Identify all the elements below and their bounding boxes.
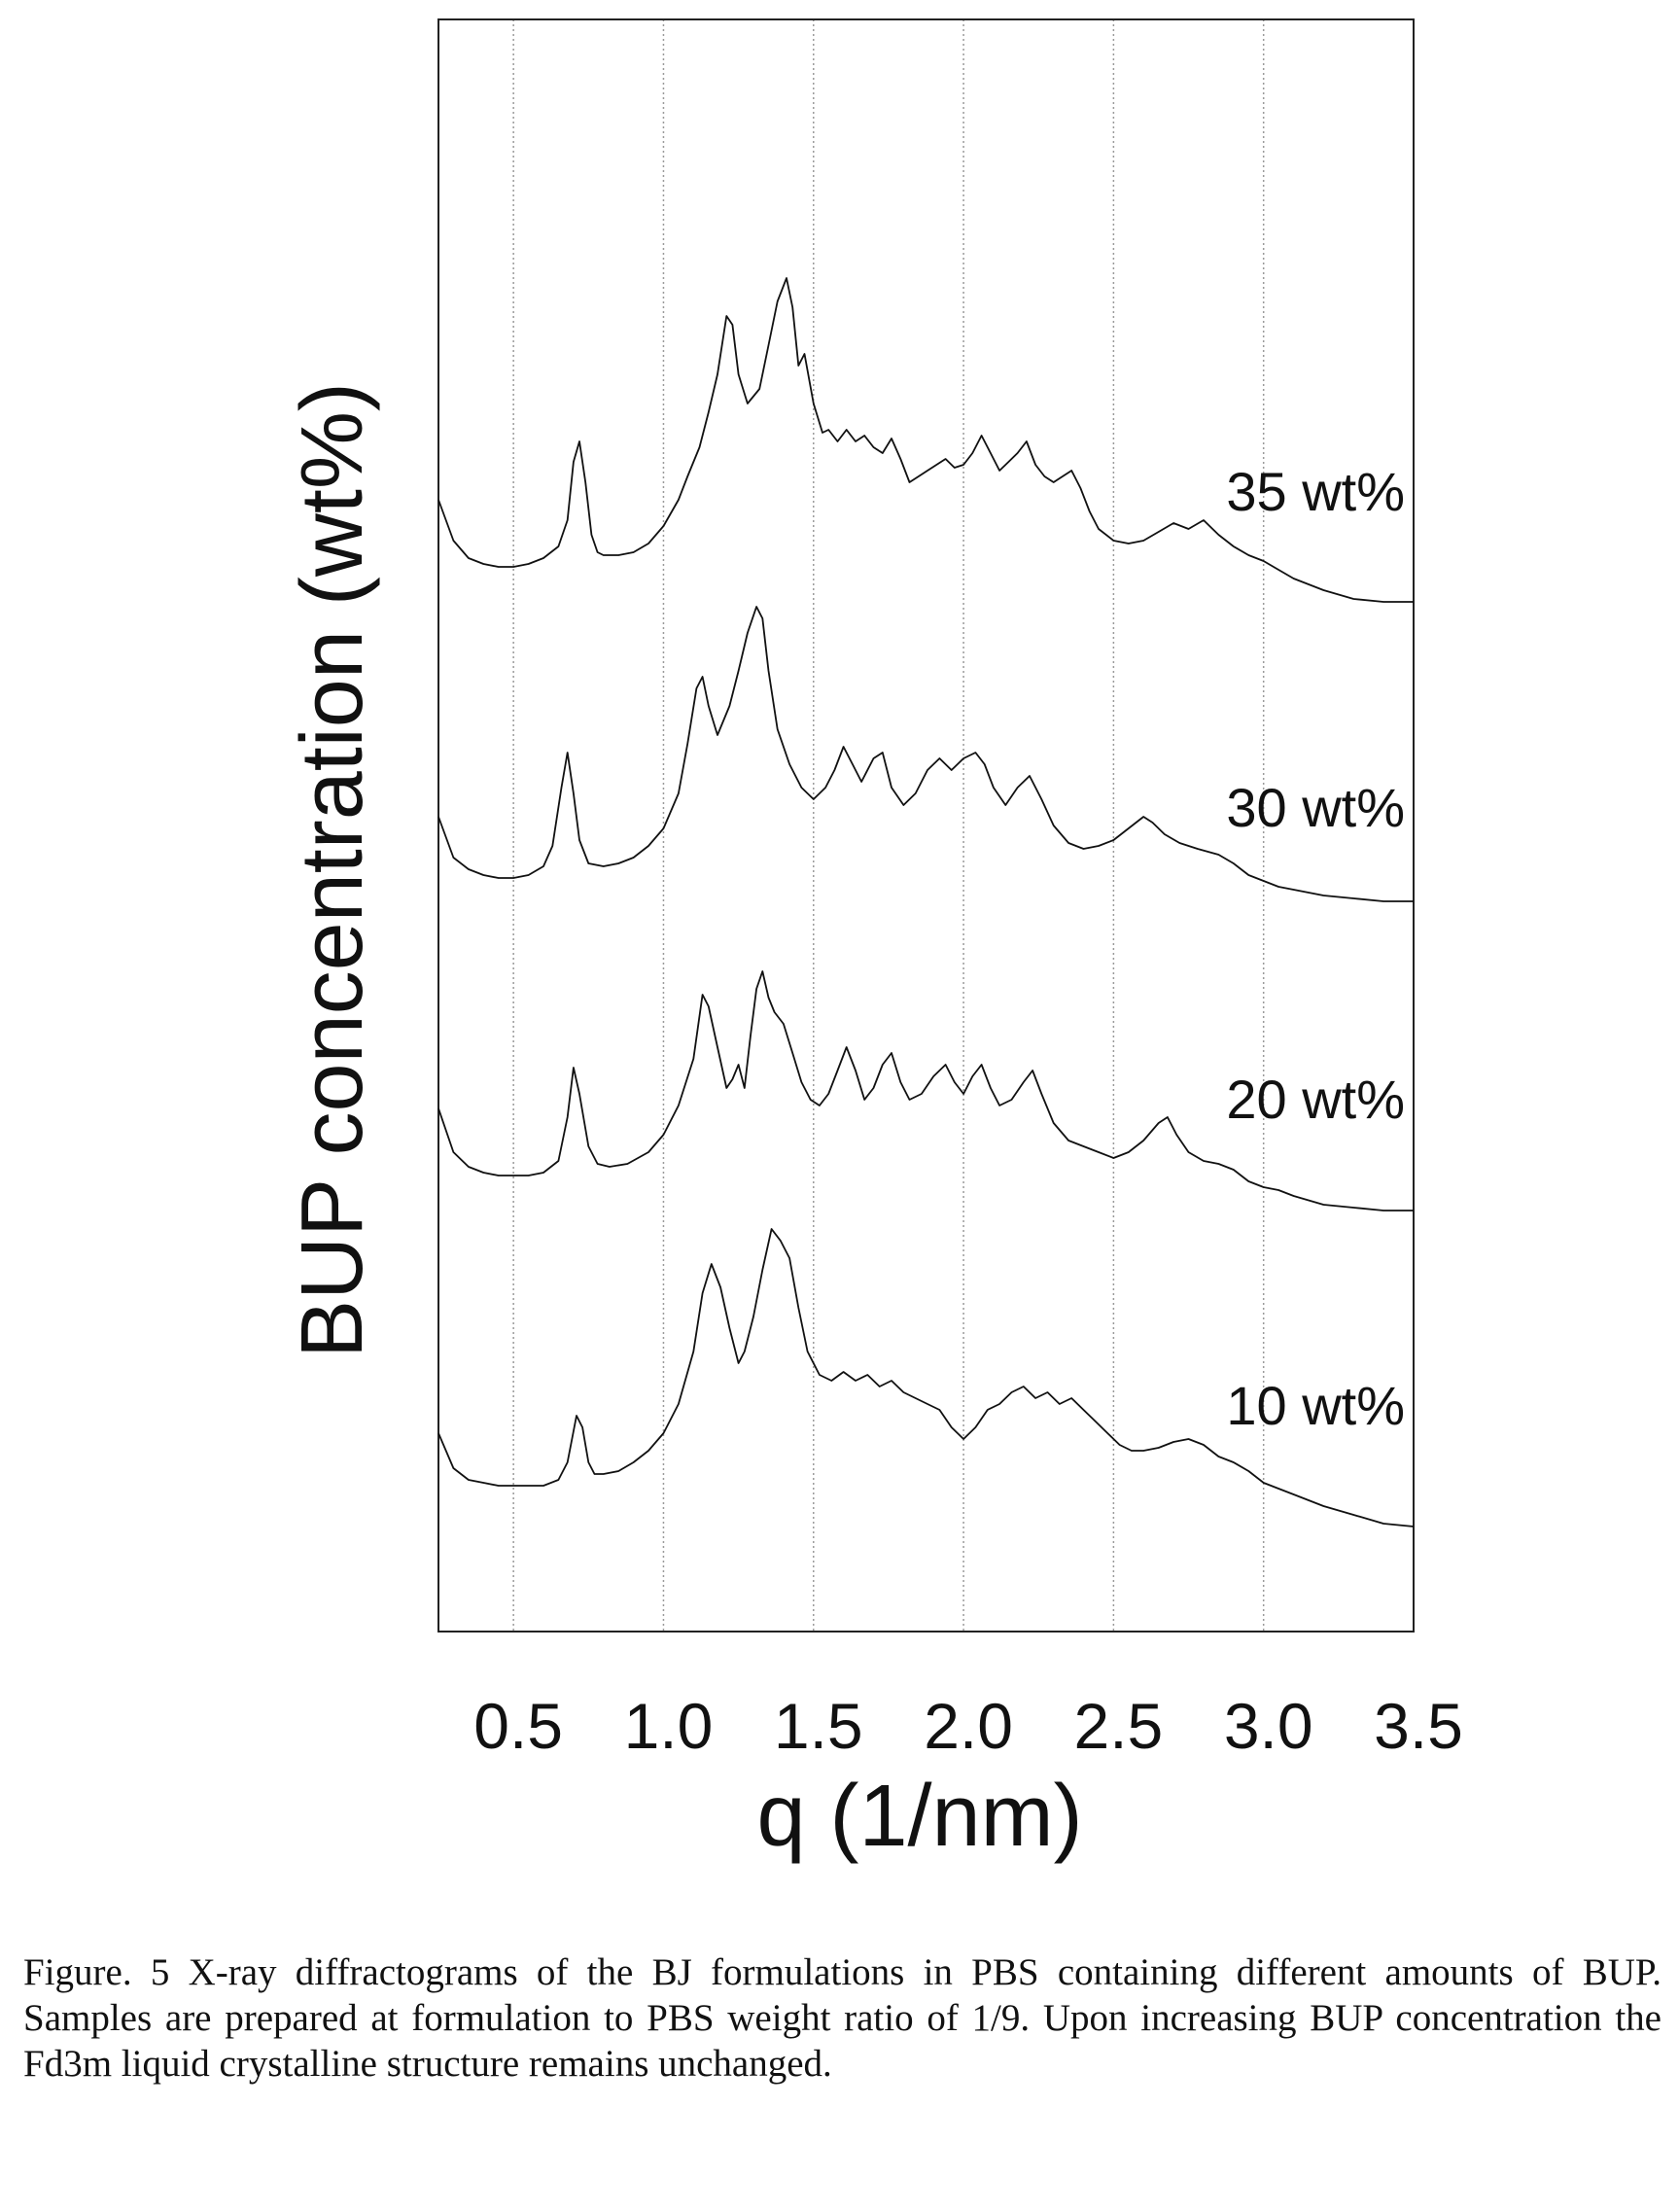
series-label: 30 wt% [1226,777,1405,838]
x-axis-title: q (1/nm) [756,1768,1082,1865]
series-trace [437,970,1414,1211]
traces [437,277,1415,1527]
series-trace [437,1228,1415,1527]
series-trace [437,606,1414,902]
x-tick-label: 0.5 [473,1690,563,1762]
x-tick-label: 1.0 [624,1690,714,1762]
series-label: 20 wt% [1226,1069,1405,1130]
plot-frame [437,18,1415,1633]
series-label: 35 wt% [1226,461,1405,522]
x-tick-label: 2.5 [1074,1690,1164,1762]
x-tick-label: 2.0 [924,1690,1013,1762]
grid-lines [512,19,1265,1632]
x-tick-label: 3.0 [1224,1690,1313,1762]
x-tick-label: 3.5 [1374,1690,1463,1762]
figure-caption: Figure. 5 X-ray diffractograms of the BJ… [23,1951,1662,2085]
x-tick-label: 1.5 [774,1690,863,1762]
series-trace [437,277,1414,603]
y-axis-title: BUP concentration (wt%) [284,382,381,1358]
series-labels: 35 wt% 30 wt% 20 wt% 10 wt% [1226,461,1405,1436]
x-tick-labels: 0.5 1.0 1.5 2.0 2.5 3.0 3.5 [473,1690,1463,1762]
series-label: 10 wt% [1226,1375,1405,1436]
